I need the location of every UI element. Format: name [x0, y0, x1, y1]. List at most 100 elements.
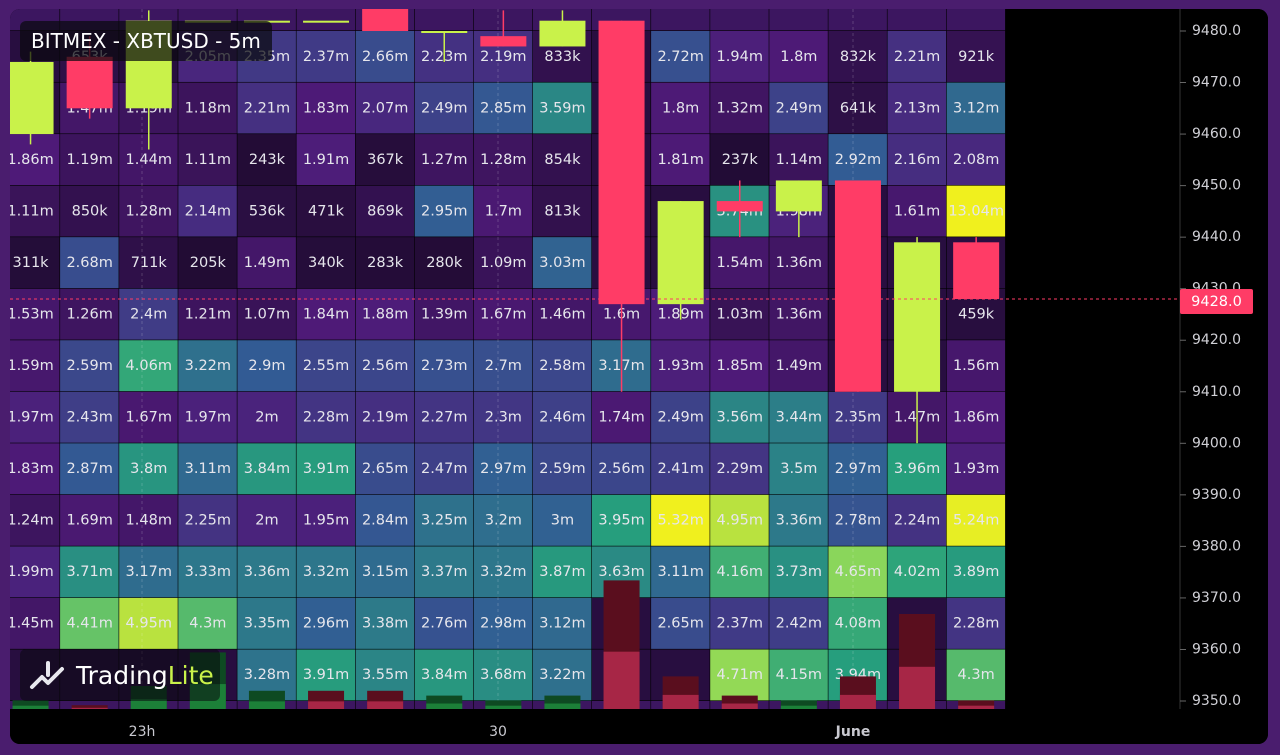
- heatmap-cell: [178, 546, 237, 598]
- volume-bar-lower: [130, 699, 167, 710]
- heatmap-cell: [651, 443, 710, 495]
- heatmap-cell-label: 2.14m: [185, 203, 231, 219]
- heatmap-cell-label: 1.18m: [185, 100, 231, 116]
- heatmap-cell-label: 1.28m: [126, 203, 172, 219]
- heatmap-cell-label: 1.03m: [717, 306, 763, 322]
- heatmap-cell-label: 1.07m: [244, 306, 290, 322]
- chart-canvas[interactable]: 653k2.05m2.35m2.37m2.66m2.23m2.19m833k2.…: [10, 9, 1268, 744]
- heatmap-cell-label: 1.93m: [953, 461, 999, 477]
- heatmap-cell-label: 832k: [840, 49, 877, 65]
- heatmap-cell: [532, 443, 592, 495]
- heatmap-cell: [237, 443, 296, 495]
- heatmap-cell-label: 921k: [958, 49, 995, 65]
- candle-body: [480, 36, 527, 47]
- heatmap-cell-label: 1.24m: [10, 513, 54, 529]
- heatmap-cell-label: 1.93m: [657, 358, 703, 374]
- heatmap-cell-label: 459k: [958, 306, 995, 322]
- heatmap-cell-label: 3.91m: [303, 461, 349, 477]
- heatmap-cell-label: 2.98m: [480, 616, 526, 632]
- heatmap-cell-label: 2.46m: [539, 410, 585, 426]
- heatmap-cell: [769, 391, 828, 443]
- heatmap-cell-label: 3.91m: [303, 667, 349, 683]
- heatmap-cell-label: 3.22m: [185, 358, 231, 374]
- heatmap-cell-label: 2.37m: [717, 616, 763, 632]
- heatmap-cell-label: 1.88m: [362, 306, 408, 322]
- heatmap-cell-label: 471k: [308, 203, 345, 219]
- heatmap-cell: [592, 391, 651, 443]
- heatmap-cell: [887, 82, 946, 134]
- heatmap-cell: [532, 340, 592, 392]
- heatmap-cell: [710, 237, 769, 289]
- heatmap-cell-label: 3.71m: [66, 564, 112, 580]
- heatmap-cell: [592, 443, 651, 495]
- heatmap-cell-label: 2m: [255, 410, 278, 426]
- heatmap-cell-label: 1.48m: [126, 513, 172, 529]
- heatmap-cell-label: 2.66m: [362, 49, 408, 65]
- volume-bar-lower: [839, 694, 876, 710]
- heatmap-cell: [473, 185, 533, 237]
- price-tick-label: 9350.0: [1192, 693, 1241, 709]
- heatmap-cell: [10, 391, 60, 443]
- heatmap-cell-label: 3.96m: [894, 461, 940, 477]
- heatmap-cell: [710, 340, 769, 392]
- volume-bar-lower: [780, 705, 817, 710]
- heatmap-cell-label: 1.21m: [185, 306, 231, 322]
- heatmap-cell: [119, 494, 178, 546]
- volume-bar-lower: [248, 701, 285, 710]
- heatmap-cell: [473, 494, 533, 546]
- heatmap-cell-label: 1.67m: [126, 410, 172, 426]
- heatmap-cell-label: 3.12m: [953, 100, 999, 116]
- heatmap-cell-label: 3.11m: [185, 461, 231, 477]
- candle-body: [657, 201, 704, 305]
- heatmap-cell-label: 4.06m: [126, 358, 172, 374]
- heatmap-cell-label: 2.97m: [480, 461, 526, 477]
- heatmap-cell-label: 2.3m: [485, 410, 522, 426]
- heatmap-cell-label: 2.9m: [248, 358, 285, 374]
- volume-bar-lower: [426, 703, 463, 710]
- heatmap-cell: [532, 82, 592, 134]
- heatmap-cell: [237, 134, 296, 186]
- heatmap-cell-label: 2.59m: [539, 461, 585, 477]
- heatmap-cell-label: 2.96m: [303, 616, 349, 632]
- heatmap-cell: [532, 649, 592, 701]
- heatmap-cell-label: 3.89m: [953, 564, 999, 580]
- heatmap-cell: [473, 443, 533, 495]
- volume-bar-lower: [308, 701, 345, 710]
- heatmap-cell: [10, 185, 60, 237]
- heatmap-cell: [60, 288, 119, 340]
- heatmap-cell-label: 3.8m: [130, 461, 167, 477]
- heatmap-cell-label: 1.14m: [776, 152, 822, 168]
- heatmap-cell: [532, 134, 592, 186]
- volume-bar: [485, 700, 522, 710]
- heatmap-cell: [414, 134, 474, 186]
- heatmap-cell-label: 3.15m: [362, 564, 408, 580]
- heatmap-cell-label: 2.87m: [66, 461, 112, 477]
- time-tick-label: June: [835, 724, 871, 740]
- heatmap-cell: [119, 546, 178, 598]
- heatmap-cell-label: 3.32m: [303, 564, 349, 580]
- chart-frame[interactable]: 653k2.05m2.35m2.37m2.66m2.23m2.19m833k2.…: [10, 9, 1268, 744]
- heatmap-cell-label: 2.07m: [362, 100, 408, 116]
- heatmap-cell: [60, 494, 119, 546]
- heatmap-cell-label: 4.08m: [835, 616, 881, 632]
- heatmap-cell-label: 2.92m: [835, 152, 881, 168]
- heatmap-cell: [296, 9, 355, 31]
- time-tick-label: 30: [489, 724, 507, 740]
- volume-bar-lower: [899, 666, 936, 710]
- price-tick-label: 9470.0: [1192, 75, 1241, 91]
- heatmap-cell: [296, 31, 355, 82]
- heatmap-cell: [119, 340, 178, 392]
- heatmap-cell: [887, 494, 946, 546]
- heatmap-cell-label: 4.95m: [717, 513, 763, 529]
- heatmap-cell: [178, 597, 237, 649]
- volume-bar-lower: [367, 701, 404, 710]
- heatmap-cell-label: 2.72m: [657, 49, 703, 65]
- heatmap-cell-label: 2.28m: [953, 616, 999, 632]
- heatmap-cell: [10, 443, 60, 495]
- heatmap-cell: [414, 391, 474, 443]
- heatmap-cell-label: 850k: [72, 203, 109, 219]
- heatmap-cell: [237, 185, 296, 237]
- heatmap-cell: [710, 546, 769, 598]
- heatmap-cell-label: 1.86m: [953, 410, 999, 426]
- heatmap-cell-label: 1.8m: [780, 49, 817, 65]
